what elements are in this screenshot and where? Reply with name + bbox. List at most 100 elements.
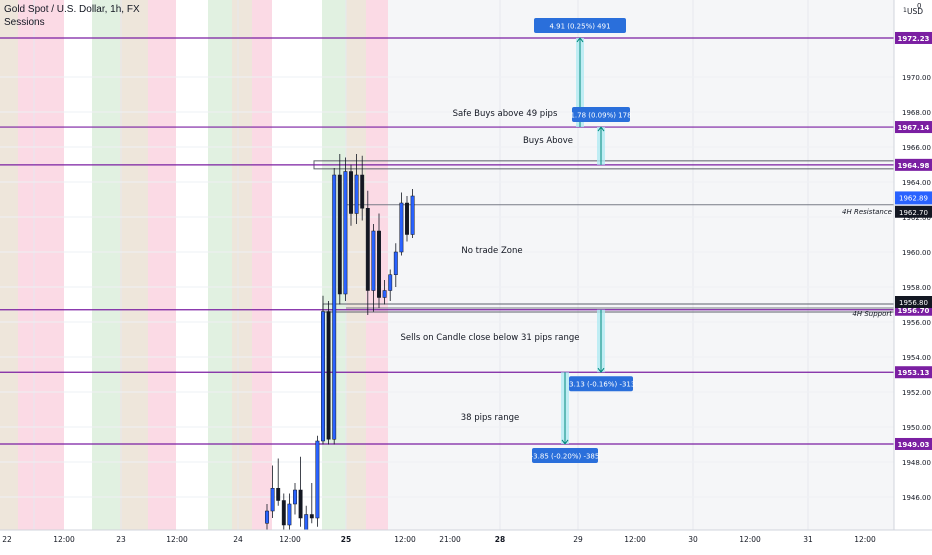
time-tick-label: 12:00 [53, 535, 75, 544]
chart-annotation[interactable]: 38 pips range [461, 413, 520, 423]
chart-annotation[interactable]: Buys Above [523, 136, 573, 146]
candle-body[interactable] [326, 311, 331, 440]
time-tick-label: 28 [495, 535, 505, 544]
time-tick-label: 31 [803, 535, 813, 544]
ray-price-label: 1962.70 [899, 209, 928, 217]
candle-body[interactable] [304, 514, 309, 533]
candle-body[interactable] [382, 290, 387, 298]
level-price-label: 1956.70 [898, 307, 930, 315]
price-tick-label: 1956.00 [902, 319, 931, 327]
candle-body[interactable] [365, 208, 370, 291]
level-price-badge[interactable] [895, 437, 932, 450]
session-band [148, 0, 176, 530]
time-tick-label: 25 [341, 535, 351, 544]
price-tick-label: 1970.00 [902, 74, 931, 82]
last-price-label: 1962.89 [899, 194, 928, 202]
measure-label: -3.13 (-0.16%) -313 [567, 381, 636, 389]
price-tick-label: 1954.00 [902, 354, 931, 362]
level-price-label: 1964.98 [898, 162, 930, 170]
price-tick-label: 1968.00 [902, 109, 931, 117]
candle-body[interactable] [360, 174, 365, 209]
chart-annotation[interactable]: Sells on Candle close below 31 pips rang… [401, 333, 580, 343]
level-price-badge[interactable] [895, 121, 932, 134]
candle-body[interactable] [276, 488, 281, 501]
time-tick-label: 29 [573, 535, 583, 544]
price-range-measure[interactable]: 1.78 (0.09%) 178 [570, 107, 632, 165]
measure-arrow-head [576, 37, 584, 43]
text-annotations: Safe Buys above 49 pips Buys Above No trad… [401, 109, 580, 423]
price-range-measure[interactable]: -3.85 (-0.20%) -385 [531, 372, 600, 463]
candle-body[interactable] [399, 202, 404, 253]
level-price-badge[interactable] [895, 31, 932, 44]
measure-label: -3.85 (-0.20%) -385 [531, 452, 600, 460]
session-band [0, 0, 18, 530]
level-price-badge[interactable] [895, 366, 932, 379]
price-levels [0, 37, 894, 445]
price-tick-label: 1962.00 [902, 214, 931, 222]
chart-annotation[interactable]: No trade Zone [461, 246, 522, 256]
session-band [18, 0, 64, 530]
time-tick-label: 12:00 [279, 535, 301, 544]
candle-body[interactable] [293, 489, 297, 505]
sessions-indicator-label[interactable]: Sessions [4, 17, 45, 28]
candle-body[interactable] [405, 202, 409, 235]
chart-annotation[interactable]: Safe Buys above 49 pips [453, 109, 558, 119]
measure-label-badge [532, 447, 598, 463]
measure-arrow-head [597, 126, 605, 132]
candle-body[interactable] [393, 251, 398, 275]
candle-body[interactable] [298, 489, 303, 519]
candle-body[interactable] [349, 171, 353, 214]
candle-body[interactable] [337, 174, 342, 295]
chart-grid [0, 0, 894, 530]
level-price-label: 1972.23 [898, 35, 930, 43]
session-band [252, 0, 272, 530]
symbol-title[interactable]: Gold Spot / U.S. Dollar, 1h, FX [4, 4, 140, 15]
price-tick-label: 1966.00 [902, 144, 931, 152]
session-band [92, 0, 120, 530]
session-bands [0, 0, 894, 530]
chart-legend: Gold Spot / U.S. Dollar, 1h, FX Sessions [4, 3, 140, 29]
price-tick-label: 1958.00 [902, 284, 931, 292]
candle-body[interactable] [410, 195, 415, 235]
candle-body[interactable] [354, 174, 359, 214]
price-tick-label: 1950.00 [902, 424, 931, 432]
candle-body[interactable] [309, 514, 314, 519]
candle-body[interactable] [281, 500, 286, 526]
candle-body[interactable] [371, 230, 376, 291]
ray-price-label: 1956.80 [899, 299, 928, 307]
time-tick-label: 12:00 [166, 535, 188, 544]
last-price-badge[interactable] [895, 191, 932, 205]
time-tick-label: 12:00 [624, 535, 646, 544]
candle-body[interactable] [287, 503, 292, 526]
candle-body[interactable] [270, 488, 275, 512]
session-band [120, 0, 148, 530]
measure-label-badge [569, 376, 633, 392]
price-range-measure[interactable]: -3.13 (-0.16%) -313 [567, 309, 636, 392]
ray-label: 4H Resistance [842, 208, 892, 216]
axis-zero-mark: 0 [917, 2, 921, 10]
price-tick-label: 1952.00 [902, 389, 931, 397]
level-price-label: 1949.03 [898, 441, 930, 449]
session-band [366, 0, 388, 530]
candle-body[interactable] [343, 171, 348, 295]
time-axis-background [0, 530, 932, 550]
ray-price-badge[interactable] [895, 296, 932, 308]
candle-body[interactable] [315, 440, 320, 519]
session-band [232, 0, 252, 530]
candle-body[interactable] [321, 311, 325, 442]
candle-body[interactable] [388, 274, 393, 291]
time-tick-label: 12:00 [739, 535, 761, 544]
level-price-badge[interactable] [895, 158, 932, 171]
candle-body[interactable] [265, 510, 269, 524]
session-band [346, 0, 366, 530]
price-tick-label: 1946.00 [902, 494, 931, 502]
candle-body[interactable] [377, 230, 381, 298]
time-tick-label: 12:00 [394, 535, 416, 544]
ray-price-badge[interactable] [895, 205, 932, 218]
time-tick-label: 23 [116, 535, 126, 544]
currency-label[interactable]: USD [907, 7, 923, 16]
candle-body[interactable] [332, 174, 337, 440]
measure-arrow-head [597, 367, 605, 374]
